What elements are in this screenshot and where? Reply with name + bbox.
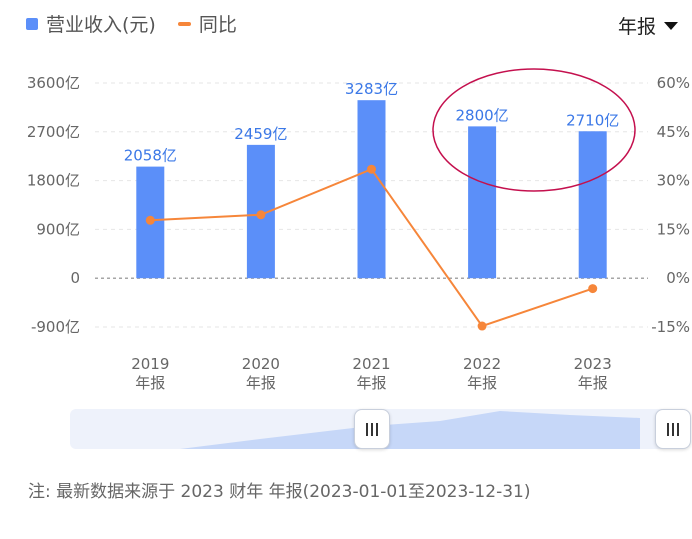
legend-item-yoy[interactable]: 同比 (177, 10, 237, 37)
y-tick-left: 1800亿 (27, 172, 80, 190)
yoy-point[interactable] (145, 215, 155, 225)
revenue-bar[interactable] (578, 131, 607, 279)
x-tick-period: 年报 (578, 374, 608, 392)
y-tick-right: 60% (657, 74, 690, 92)
y-tick-right: 0% (666, 269, 690, 287)
highlight-ellipse (432, 68, 636, 192)
y-tick-right: 15% (657, 220, 690, 238)
revenue-chart: 3600亿 60% 2700亿 45% 1800亿 30% 900亿 15% 0 0% -900亿 -… (27, 68, 690, 392)
y-tick-left: 900亿 (36, 220, 80, 238)
x-tick-year: 2021 (352, 355, 390, 373)
y-tick-left: 0 (70, 269, 80, 287)
y-tick-right: 30% (657, 172, 690, 190)
period-dropdown[interactable]: 年报 (618, 12, 679, 39)
legend-item-revenue[interactable]: 营业收入(元) (26, 10, 156, 37)
y-tick-left: -900亿 (31, 318, 80, 336)
revenue-bar[interactable] (357, 100, 386, 279)
period-dropdown-value: 年报 (618, 16, 657, 38)
legend-label-yoy: 同比 (198, 14, 237, 36)
slider-right-handle[interactable] (655, 409, 691, 449)
slider-overview-area (180, 411, 640, 449)
range-slider[interactable] (70, 409, 691, 449)
revenue-data-label: 2459亿 (234, 125, 287, 143)
data-source-note: 注: 最新数据来源于 2023 财年 年报(2023-01-01至2023-12… (28, 482, 531, 502)
revenue-data-label: 3283亿 (345, 80, 398, 98)
x-tick-year: 2020 (242, 355, 280, 373)
legend-label-revenue: 营业收入(元) (46, 14, 156, 36)
y-tick-left: 3600亿 (27, 74, 80, 92)
x-tick-period: 年报 (356, 374, 386, 392)
yoy-point[interactable] (588, 284, 598, 294)
x-tick-period: 年报 (246, 374, 276, 392)
yoy-point[interactable] (477, 321, 487, 331)
yoy-point[interactable] (256, 210, 266, 220)
line-swatch-icon (177, 21, 191, 26)
x-tick-year: 2022 (463, 355, 501, 373)
chart-legend: 营业收入(元) 同比 (26, 10, 237, 37)
y-tick-left: 2700亿 (27, 123, 80, 141)
revenue-data-label: 2800亿 (456, 106, 509, 124)
x-tick-period: 年报 (467, 374, 497, 392)
revenue-bar[interactable] (468, 126, 497, 279)
y-tick-right: -15% (651, 318, 690, 336)
y-tick-right: 45% (657, 123, 690, 141)
x-tick-year: 2023 (574, 355, 612, 373)
x-tick-period: 年报 (135, 374, 165, 392)
yoy-point[interactable] (367, 164, 376, 174)
bar-swatch-icon (26, 17, 38, 30)
slider-left-handle[interactable] (354, 409, 390, 449)
caret-down-icon (664, 21, 679, 30)
x-tick-year: 2019 (131, 355, 169, 373)
revenue-data-label: 2710亿 (566, 111, 619, 129)
revenue-data-label: 2058亿 (124, 147, 177, 165)
